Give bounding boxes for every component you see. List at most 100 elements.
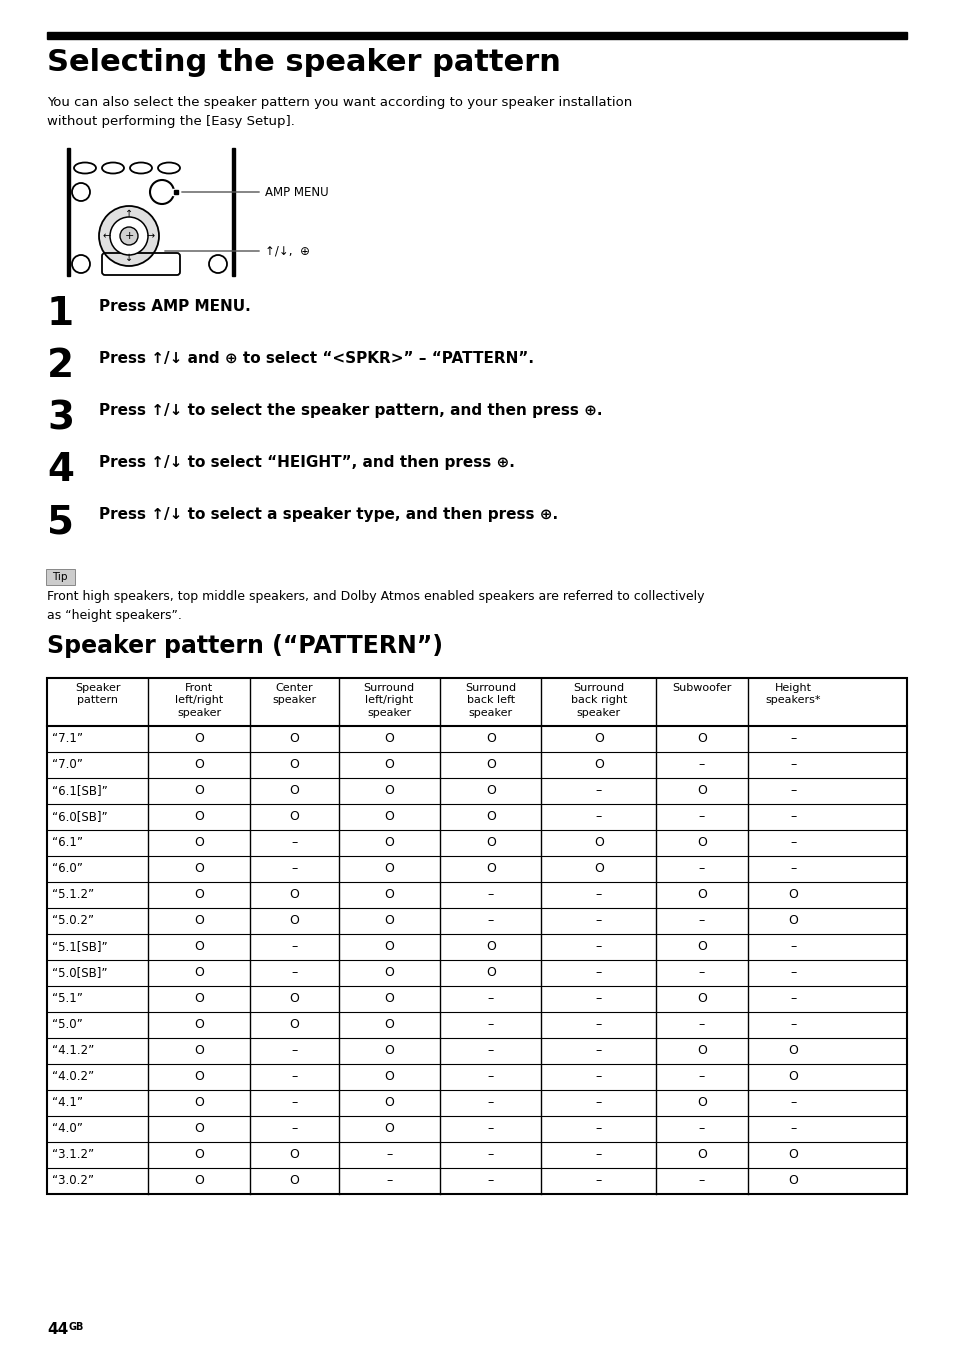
Text: Front
left/right
speaker: Front left/right speaker — [175, 683, 223, 718]
Text: –: – — [595, 941, 601, 953]
Text: 44: 44 — [47, 1322, 69, 1337]
Text: –: – — [698, 1122, 704, 1136]
Text: 3: 3 — [47, 399, 74, 437]
Text: O: O — [485, 784, 496, 798]
Text: ←: ← — [103, 231, 111, 241]
Text: –: – — [789, 863, 796, 876]
Text: Surround
back right
speaker: Surround back right speaker — [570, 683, 626, 718]
Text: Tip: Tip — [52, 572, 68, 581]
Text: –: – — [386, 1148, 392, 1161]
Text: “6.0”: “6.0” — [52, 863, 83, 876]
Text: You can also select the speaker pattern you want according to your speaker insta: You can also select the speaker pattern … — [47, 96, 632, 127]
Text: Surround
left/right
speaker: Surround left/right speaker — [363, 683, 415, 718]
Text: –: – — [487, 1045, 494, 1057]
Text: –: – — [595, 810, 601, 823]
Text: O: O — [697, 1096, 706, 1110]
Text: “5.1[SB]”: “5.1[SB]” — [52, 941, 108, 953]
Text: Surround
back left
speaker: Surround back left speaker — [465, 683, 516, 718]
Text: “3.0.2”: “3.0.2” — [52, 1175, 94, 1187]
Text: –: – — [789, 967, 796, 979]
Text: “5.0”: “5.0” — [52, 1018, 83, 1032]
Bar — [172, 189, 177, 195]
Text: O: O — [384, 941, 394, 953]
Text: →: → — [147, 231, 155, 241]
Text: –: – — [595, 1018, 601, 1032]
Text: O: O — [289, 758, 299, 772]
Text: “7.1”: “7.1” — [52, 733, 83, 745]
Text: Press ↑/↓ to select a speaker type, and then press ⊕.: Press ↑/↓ to select a speaker type, and … — [99, 507, 558, 522]
Text: O: O — [787, 1045, 797, 1057]
Text: 2: 2 — [47, 347, 74, 385]
Text: –: – — [487, 1148, 494, 1161]
Text: O: O — [194, 1045, 204, 1057]
Text: O: O — [289, 1148, 299, 1161]
Text: O: O — [384, 967, 394, 979]
Text: –: – — [595, 1148, 601, 1161]
Text: O: O — [697, 784, 706, 798]
Text: –: – — [789, 1122, 796, 1136]
Text: –: – — [487, 1175, 494, 1187]
Text: O: O — [194, 837, 204, 849]
Text: –: – — [291, 1071, 297, 1083]
Text: O: O — [787, 1148, 797, 1161]
Text: O: O — [697, 1045, 706, 1057]
Text: O: O — [485, 967, 496, 979]
Text: O: O — [289, 1018, 299, 1032]
Text: O: O — [384, 1045, 394, 1057]
Text: “6.1”: “6.1” — [52, 837, 83, 849]
Text: O: O — [289, 888, 299, 902]
Text: –: – — [487, 1071, 494, 1083]
Text: O: O — [289, 992, 299, 1006]
Text: “4.1.2”: “4.1.2” — [52, 1045, 94, 1057]
Text: O: O — [194, 914, 204, 927]
Text: O: O — [194, 1096, 204, 1110]
Text: O: O — [289, 733, 299, 745]
Text: O: O — [384, 1071, 394, 1083]
Text: “6.1[SB]”: “6.1[SB]” — [52, 784, 108, 798]
Text: O: O — [384, 863, 394, 876]
Text: –: – — [789, 1018, 796, 1032]
Text: “4.0.2”: “4.0.2” — [52, 1071, 94, 1083]
Text: –: – — [595, 992, 601, 1006]
Text: O: O — [289, 1175, 299, 1187]
Text: O: O — [593, 758, 603, 772]
Text: –: – — [595, 888, 601, 902]
Text: –: – — [487, 1122, 494, 1136]
Text: O: O — [194, 1175, 204, 1187]
Text: O: O — [485, 863, 496, 876]
Text: –: – — [386, 1175, 392, 1187]
Text: O: O — [194, 1018, 204, 1032]
Text: –: – — [595, 914, 601, 927]
Text: –: – — [595, 967, 601, 979]
Text: –: – — [789, 784, 796, 798]
Text: O: O — [787, 1175, 797, 1187]
Text: –: – — [698, 1071, 704, 1083]
Text: O: O — [194, 941, 204, 953]
Text: O: O — [485, 941, 496, 953]
Text: AMP MENU: AMP MENU — [265, 185, 328, 199]
Text: O: O — [787, 914, 797, 927]
Text: O: O — [593, 837, 603, 849]
Circle shape — [99, 206, 159, 266]
Text: –: – — [595, 1175, 601, 1187]
Bar — [232, 147, 234, 276]
Text: O: O — [194, 888, 204, 902]
Text: O: O — [787, 1071, 797, 1083]
Text: ↓: ↓ — [125, 253, 132, 264]
Text: “5.1”: “5.1” — [52, 992, 83, 1006]
Text: O: O — [194, 1148, 204, 1161]
Text: Subwoofer: Subwoofer — [672, 683, 731, 694]
Text: “4.1”: “4.1” — [52, 1096, 83, 1110]
Circle shape — [120, 227, 138, 245]
Text: O: O — [384, 1018, 394, 1032]
Text: –: – — [291, 863, 297, 876]
Text: +: + — [124, 231, 133, 241]
Text: “3.1.2”: “3.1.2” — [52, 1148, 94, 1161]
Text: Press ↑/↓ to select “HEIGHT”, and then press ⊕.: Press ↑/↓ to select “HEIGHT”, and then p… — [99, 456, 515, 470]
Text: –: – — [789, 837, 796, 849]
Text: “5.0[SB]”: “5.0[SB]” — [52, 967, 108, 979]
Text: –: – — [789, 810, 796, 823]
Text: O: O — [485, 810, 496, 823]
Text: O: O — [697, 941, 706, 953]
Bar — [47, 32, 906, 39]
